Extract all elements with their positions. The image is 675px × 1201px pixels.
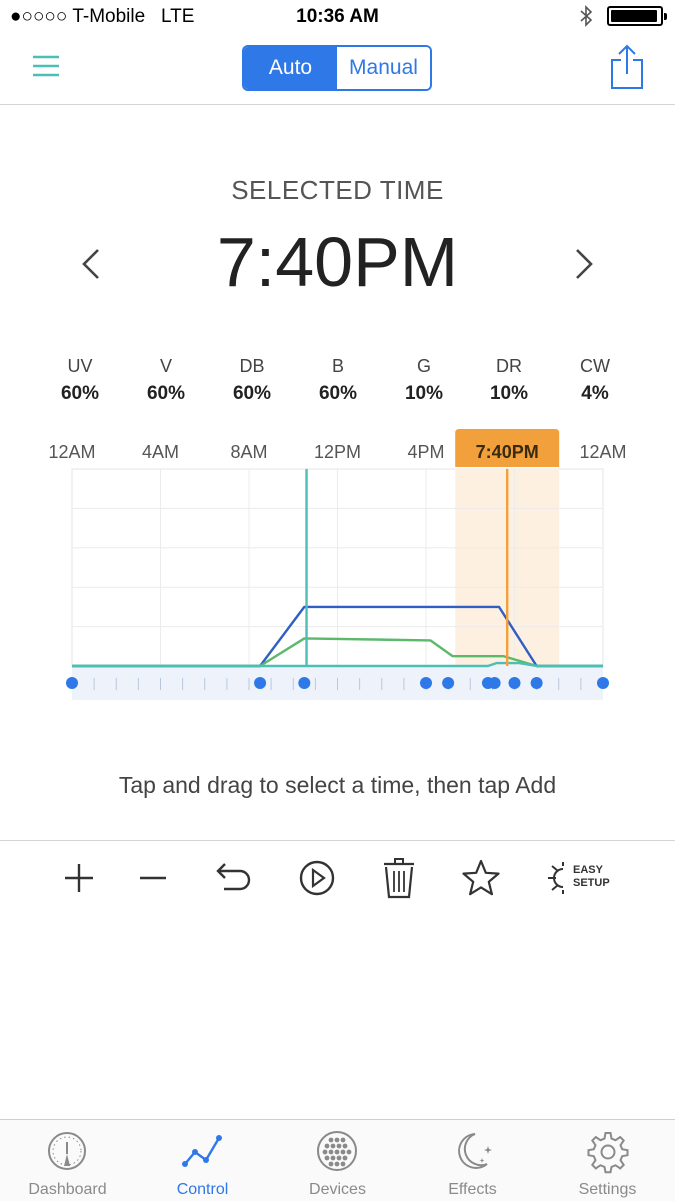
channel-value: 60% [60,383,100,404]
bluetooth-icon [580,5,593,27]
channel-value: 60% [318,383,358,404]
graph-icon [182,1135,222,1167]
keyframe-dot [530,677,543,689]
selected-time-badge [455,429,560,467]
x-tick-label: 4AM [142,442,179,462]
gear-icon [587,1132,629,1174]
network-type: LTE [161,6,195,27]
schedule-chart[interactable]: 12AM 4AM 8AM 12PM 4PM 12AM 7:40PM [0,425,675,710]
undo-icon[interactable] [210,855,256,901]
channel-value: 60% [232,383,272,404]
x-tick-label: 12PM [314,442,361,462]
selected-time-badge-label: 7:40PM [476,442,539,462]
tab-label: Devices [309,1181,366,1198]
tab-bar: Dashboard Control Devices Effect [0,1119,675,1201]
easy-setup-label-line1: EASY [573,864,603,876]
tab-dashboard[interactable]: Dashboard [0,1120,135,1201]
clock: 10:36 AM [296,6,379,27]
tab-control[interactable]: Control [135,1120,270,1201]
keyframe-dot [597,677,609,689]
selected-time-value: 7:40PM [216,223,459,301]
nav-bar: Auto Manual [0,34,675,105]
tab-label: Effects [448,1181,497,1198]
toolbar-divider [0,840,675,841]
previous-time-arrow-icon[interactable] [72,244,112,284]
channel-cw: CW 4% [560,356,630,405]
carrier: ●○○○○ T-Mobile [10,6,146,27]
channel-name: DR [496,356,522,376]
keyframe-dot [488,677,501,689]
easy-setup-label-line2: SETUP [573,877,610,889]
keyframe-dot [298,677,311,689]
channel-value: 4% [581,383,609,404]
trash-icon[interactable] [376,855,422,901]
battery-icon [607,6,667,26]
status-bar: ●○○○○ T-Mobile LTE 10:36 AM [0,0,675,34]
channel-name: DB [239,356,265,376]
channel-name: UV [67,356,93,376]
gauge-icon [48,1132,86,1170]
x-tick-label: 8AM [230,442,267,462]
share-icon[interactable] [610,44,644,90]
channel-v: V 60% [131,356,201,405]
mode-segmented-control[interactable]: Auto Manual [242,45,432,91]
auto-mode-button[interactable]: Auto [244,47,337,89]
keyframe-dot [508,677,521,689]
channel-name: CW [580,356,610,376]
x-tick-label: 4PM [407,442,444,462]
menu-icon[interactable] [32,54,60,78]
channel-uv: UV 60% [45,356,115,405]
hint-text: Tap and drag to select a time, then tap … [118,772,557,798]
tab-label: Settings [578,1181,637,1198]
sun-icon [548,862,564,894]
channel-value: 10% [404,383,444,404]
add-icon[interactable] [56,855,102,901]
keyframe-dot [420,677,432,689]
selected-time-label: SELECTED TIME [231,175,444,205]
tab-effects[interactable]: Effects [405,1120,540,1201]
keyframe-dot [254,677,267,689]
play-icon[interactable] [294,855,340,901]
channel-name: B [331,356,344,376]
channel-name: V [159,356,172,376]
channel-g: G 10% [389,356,459,405]
channel-value: 10% [489,383,529,404]
channel-dr: DR 10% [474,356,544,405]
channel-b: B 60% [303,356,373,405]
keyframe-dot [442,677,455,689]
moon-icon [458,1133,492,1169]
tab-settings[interactable]: Settings [540,1120,675,1201]
remove-icon[interactable] [130,855,176,901]
devices-icon [317,1131,357,1171]
x-tick-label: 12AM [48,442,95,462]
favorite-star-icon[interactable] [458,855,504,901]
keyframe-dot [66,677,78,689]
channel-name: G [416,356,431,376]
tab-devices[interactable]: Devices [270,1120,405,1201]
channel-value: 60% [146,383,186,404]
easy-setup-button[interactable]: EASY SETUP [546,859,616,899]
next-time-arrow-icon[interactable] [563,244,603,284]
tab-label: Dashboard [28,1181,107,1198]
tab-label: Control [176,1181,229,1198]
channel-db: DB 60% [217,356,287,405]
manual-mode-button[interactable]: Manual [337,47,430,89]
x-tick-label: 12AM [579,442,626,462]
